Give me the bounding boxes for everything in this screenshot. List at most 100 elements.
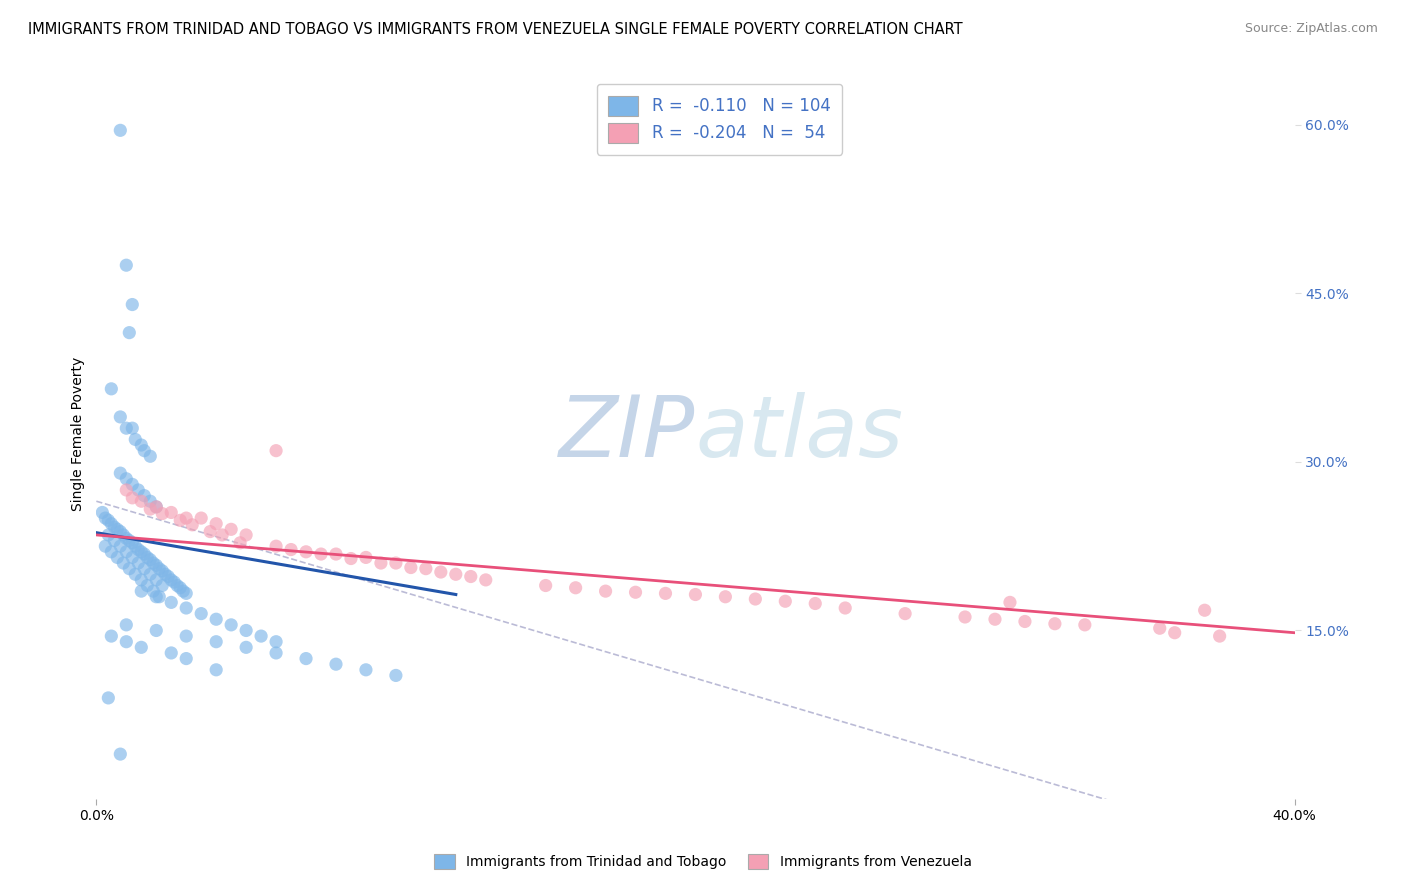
Point — [142, 556, 165, 570]
Point — [150, 564, 173, 578]
Point — [174, 586, 197, 600]
Point — [118, 562, 141, 576]
Point — [264, 443, 287, 458]
Point — [219, 618, 242, 632]
Point — [115, 618, 138, 632]
Text: Source: ZipAtlas.com: Source: ZipAtlas.com — [1244, 22, 1378, 36]
Point — [894, 607, 917, 621]
Point — [110, 409, 132, 424]
Point — [235, 624, 257, 638]
Point — [998, 595, 1021, 609]
Point — [534, 578, 557, 592]
Point — [129, 584, 152, 599]
Point — [127, 542, 149, 557]
Point — [984, 612, 1007, 626]
Point — [430, 565, 453, 579]
Point — [139, 450, 162, 464]
Point — [150, 578, 173, 592]
Point — [325, 657, 347, 672]
Point — [100, 382, 122, 396]
Point — [100, 629, 122, 643]
Point — [110, 123, 132, 137]
Point — [205, 634, 228, 648]
Point — [121, 491, 143, 505]
Point — [205, 612, 228, 626]
Point — [157, 569, 180, 583]
Point — [295, 545, 318, 559]
Point — [169, 581, 191, 595]
Point — [474, 573, 496, 587]
Point — [145, 558, 167, 573]
Point — [181, 517, 204, 532]
Point — [460, 569, 482, 583]
Point — [775, 594, 797, 608]
Point — [595, 584, 617, 599]
Point — [385, 668, 408, 682]
Point — [205, 516, 228, 531]
Point — [129, 438, 152, 452]
Point — [100, 516, 122, 531]
Point — [399, 560, 422, 574]
Point — [174, 511, 197, 525]
Point — [121, 550, 143, 565]
Legend: R =  -0.110   N = 104, R =  -0.204   N =  54: R = -0.110 N = 104, R = -0.204 N = 54 — [596, 84, 842, 155]
Point — [94, 511, 117, 525]
Point — [139, 502, 162, 516]
Point — [150, 507, 173, 521]
Point — [139, 552, 162, 566]
Point — [264, 634, 287, 648]
Point — [325, 547, 347, 561]
Point — [145, 500, 167, 514]
Point — [1194, 603, 1216, 617]
Point — [235, 528, 257, 542]
Point — [129, 640, 152, 655]
Point — [219, 522, 242, 536]
Point — [134, 562, 156, 576]
Point — [385, 556, 408, 570]
Point — [148, 562, 170, 576]
Point — [295, 651, 318, 665]
Point — [129, 494, 152, 508]
Point — [280, 542, 302, 557]
Point — [654, 586, 676, 600]
Point — [112, 528, 135, 542]
Point — [91, 506, 114, 520]
Point — [115, 483, 138, 497]
Point — [354, 550, 377, 565]
Point — [160, 506, 183, 520]
Point — [115, 634, 138, 648]
Point — [169, 513, 191, 527]
Point — [118, 533, 141, 548]
Point — [105, 522, 128, 536]
Point — [174, 601, 197, 615]
Point — [160, 646, 183, 660]
Point — [134, 489, 156, 503]
Point — [115, 472, 138, 486]
Point — [136, 578, 159, 592]
Point — [250, 629, 273, 643]
Point — [115, 531, 138, 545]
Text: atlas: atlas — [696, 392, 904, 475]
Point — [264, 539, 287, 553]
Point — [444, 567, 467, 582]
Point — [744, 592, 766, 607]
Point — [172, 584, 194, 599]
Point — [1163, 625, 1185, 640]
Point — [112, 556, 135, 570]
Text: ZIP: ZIP — [560, 392, 696, 475]
Point — [163, 575, 186, 590]
Point — [121, 297, 143, 311]
Point — [1149, 621, 1171, 635]
Point — [121, 536, 143, 550]
Point — [1074, 618, 1097, 632]
Point — [110, 539, 132, 553]
Point — [121, 421, 143, 435]
Point — [354, 663, 377, 677]
Point — [124, 567, 146, 582]
Point — [190, 511, 212, 525]
Point — [142, 584, 165, 599]
Point — [145, 590, 167, 604]
Point — [145, 624, 167, 638]
Point — [124, 433, 146, 447]
Point — [415, 562, 437, 576]
